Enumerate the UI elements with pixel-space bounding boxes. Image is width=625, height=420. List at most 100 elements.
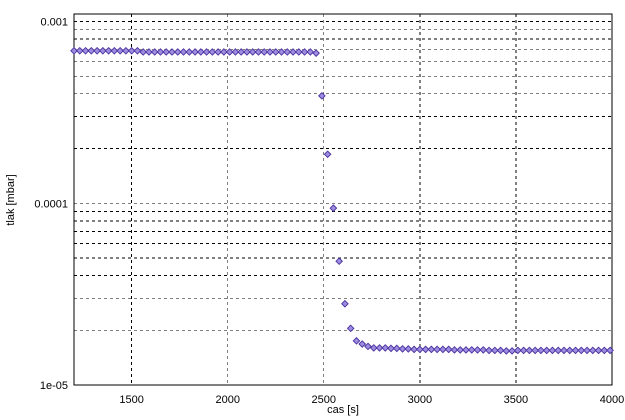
data-point-marker (433, 345, 441, 354)
data-point-marker (560, 346, 568, 355)
data-point-marker (508, 347, 516, 355)
data-point-marker (243, 48, 251, 56)
data-point-marker (439, 345, 447, 354)
data-point-marker (606, 346, 614, 355)
data-point-marker (323, 150, 332, 159)
data-point-marker (364, 342, 372, 351)
y-tick-label: 0.0001 (34, 198, 68, 210)
data-point-marker (133, 46, 142, 55)
x-tick-label: 1500 (119, 394, 143, 406)
data-point-marker (266, 48, 274, 56)
data-point-marker (398, 345, 407, 353)
data-point-marker (514, 346, 522, 355)
data-point-marker (248, 48, 257, 56)
data-point-marker (277, 48, 286, 56)
data-point-marker (410, 345, 418, 354)
data-point-marker (352, 336, 361, 345)
data-point-marker (231, 48, 240, 56)
data-point-marker (122, 46, 130, 55)
data-point-marker (110, 46, 119, 55)
data-point-marker (462, 346, 470, 354)
data-point-marker (369, 344, 378, 352)
data-point-marker (139, 48, 148, 56)
data-point-marker (173, 48, 182, 56)
data-point-marker (179, 48, 188, 56)
data-point-marker (473, 346, 482, 354)
data-point-marker (335, 257, 343, 266)
data-point-marker (531, 346, 539, 355)
y-tick-label: 1e-05 (40, 380, 68, 392)
data-point-marker (127, 46, 136, 55)
tick-label-layer: 1500 2000 2500 3000 3500 4000 1e-05 0.0001 0.001 (34, 17, 624, 406)
data-point-marker (346, 324, 355, 333)
data-point-marker (329, 204, 338, 212)
data-point-marker (479, 346, 488, 354)
data-point-marker (537, 346, 545, 355)
x-tick-label: 3500 (504, 394, 528, 406)
data-point-marker (306, 48, 315, 56)
data-point-marker (93, 46, 101, 55)
data-point-marker (542, 346, 551, 355)
data-point-marker (294, 48, 303, 56)
data-point-marker (150, 48, 159, 56)
data-point-marker (375, 344, 384, 352)
x-tick-label: 2500 (312, 394, 336, 406)
data-point-marker (185, 48, 194, 56)
data-point-marker (196, 48, 205, 56)
x-tick-label: 4000 (600, 394, 624, 406)
data-point-marker (318, 92, 326, 100)
data-point-marker (600, 346, 609, 355)
data-point-marker (565, 346, 574, 355)
data-point-marker (381, 344, 390, 352)
data-point-marker (554, 346, 563, 355)
data-point-marker (225, 48, 234, 56)
data-point-marker (577, 346, 586, 355)
data-point-marker (341, 299, 349, 308)
data-point-marker (519, 346, 528, 355)
data-point-marker (162, 48, 171, 56)
plot-frame (73, 13, 613, 386)
data-point-marker (583, 346, 591, 355)
data-point-marker (300, 48, 309, 56)
data-point-marker (260, 48, 269, 56)
data-point-marker (191, 48, 199, 56)
data-point-marker (421, 345, 430, 354)
data-point-marker (116, 46, 124, 55)
data-point-marker (358, 340, 367, 348)
data-point-marker (271, 48, 280, 56)
data-point-marker (594, 346, 603, 355)
axis-layer (73, 13, 613, 386)
data-point-marker (444, 345, 453, 354)
data-point-marker (70, 46, 78, 55)
data-point-marker (496, 346, 505, 355)
data-point-marker (289, 48, 297, 56)
data-point-marker (220, 48, 228, 56)
data-point-marker (404, 345, 413, 353)
data-point-marker (237, 48, 246, 56)
data-point-marker (75, 46, 84, 55)
data-point-marker (254, 48, 263, 56)
data-point-marker (98, 46, 107, 55)
data-point-marker (467, 346, 476, 354)
data-point-marker (312, 49, 320, 57)
data-point-marker (156, 48, 165, 56)
data-point-marker (525, 346, 534, 355)
data-point-marker (214, 48, 222, 56)
y-tick-label: 0.001 (40, 17, 68, 29)
data-point-marker (283, 48, 292, 56)
data-point-marker (81, 46, 90, 55)
data-point-marker (416, 345, 424, 354)
x-tick-label: 3000 (408, 394, 432, 406)
data-point-marker (202, 48, 211, 56)
data-point-marker (485, 346, 493, 355)
data-point-marker (145, 48, 153, 56)
data-point-marker (387, 344, 395, 353)
data-point-marker (490, 346, 499, 355)
data-point-marker (427, 345, 436, 354)
x-tick-label: 2000 (215, 394, 239, 406)
data-point-marker (104, 46, 113, 55)
data-point-marker (456, 346, 465, 354)
data-point-marker (588, 346, 597, 355)
